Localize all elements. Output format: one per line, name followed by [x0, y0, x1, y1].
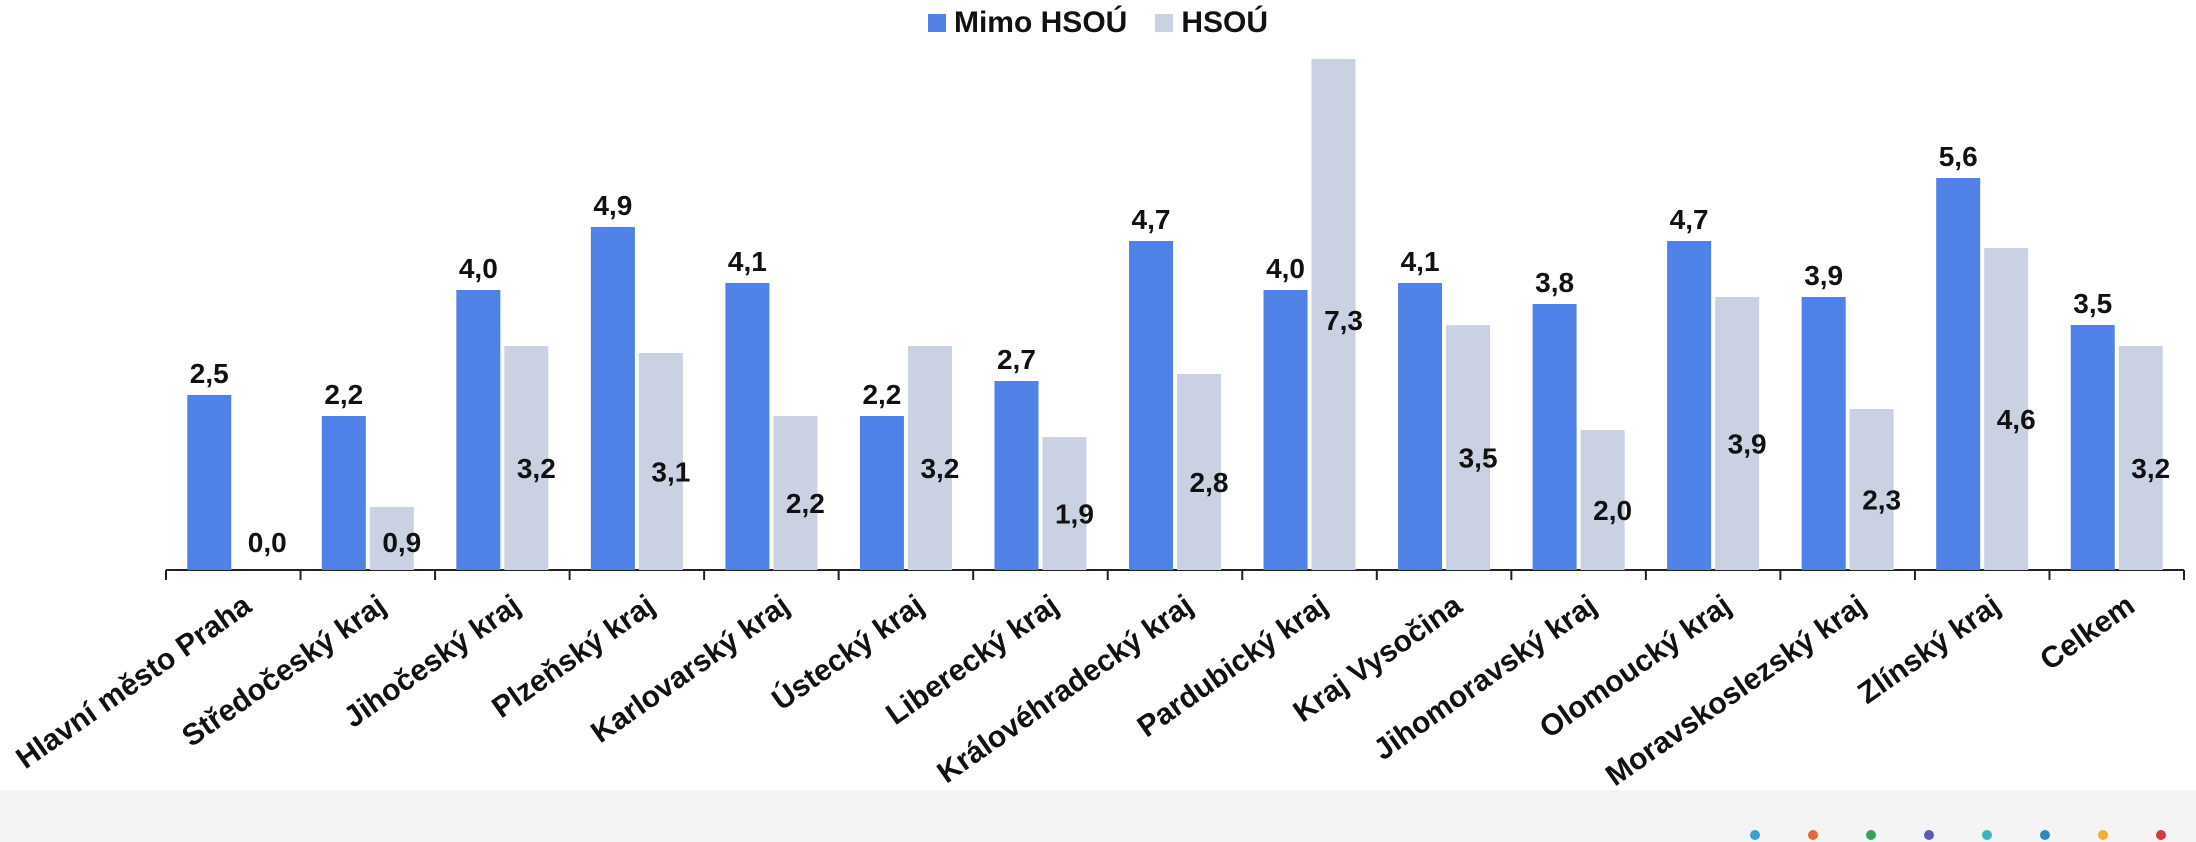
data-label-mimo-hsou: 3,9 [1804, 260, 1843, 291]
bar-hsou [1446, 325, 1491, 570]
data-label-mimo-hsou: 4,0 [1266, 253, 1305, 284]
data-label-mimo-hsou: 4,7 [1132, 204, 1171, 235]
bar-hsou [2118, 346, 2163, 570]
bar-hsou [1984, 248, 2029, 570]
bar-mimo-hsou [994, 381, 1039, 570]
legend-swatch-mimo-hsou [927, 14, 946, 32]
bar-mimo-hsou [1129, 241, 1173, 570]
legend-swatch-hsou [1155, 14, 1174, 32]
category-label: Hlavní město Praha [10, 589, 257, 776]
bar-mimo-hsou [725, 283, 770, 570]
bar-mimo-hsou [321, 416, 366, 570]
bar-mimo-hsou [1936, 178, 1981, 570]
decor-dot [1808, 830, 1818, 840]
data-label-hsou: 0,0 [248, 527, 287, 558]
decor-dot [2098, 830, 2108, 840]
legend-label-hsou: HSOÚ [1181, 6, 1269, 39]
data-label-hsou: 7,3 [1324, 305, 1363, 336]
bar-hsou [1177, 374, 1221, 570]
decor-dot [1982, 830, 1992, 840]
data-label-hsou: 0,9 [382, 527, 421, 558]
data-label-mimo-hsou: 4,1 [728, 246, 767, 277]
bar-mimo-hsou [187, 395, 232, 570]
data-label-hsou: 3,9 [1728, 429, 1767, 460]
data-label-mimo-hsou: 4,1 [1401, 246, 1440, 277]
bar-hsou [1042, 437, 1087, 570]
data-label-hsou: 3,2 [2131, 453, 2170, 484]
data-label-mimo-hsou: 3,8 [1535, 267, 1574, 298]
bar-hsou [369, 507, 414, 570]
data-label-hsou: 3,5 [1459, 443, 1498, 474]
data-label-mimo-hsou: 2,5 [190, 358, 229, 389]
decorative-dots [1750, 830, 2166, 840]
bar-hsou [773, 416, 818, 570]
decor-dot [2156, 830, 2166, 840]
data-label-mimo-hsou: 4,7 [1670, 204, 1709, 235]
category-label: Jihomoravský kraj [1368, 589, 1603, 767]
bar-hsou [638, 353, 683, 570]
data-label-hsou: 4,6 [1997, 404, 2036, 435]
bar-mimo-hsou [2070, 325, 2115, 570]
bar-hsou [1715, 297, 1760, 570]
chart-legend: Mimo HSOÚ HSOÚ [0, 6, 2196, 40]
legend-item-mimo-hsou: Mimo HSOÚ [927, 6, 1128, 40]
decor-dot [1924, 830, 1934, 840]
data-label-mimo-hsou: 2,2 [324, 379, 363, 410]
decor-dot [1866, 830, 1876, 840]
data-label-mimo-hsou: 5,6 [1939, 141, 1978, 172]
bar-hsou [1311, 59, 1356, 570]
bar-hsou [907, 346, 952, 570]
bar-hsou [504, 346, 549, 570]
category-label: Královéhradecký kraj [931, 589, 1199, 790]
data-label-hsou: 2,3 [1862, 485, 1901, 516]
legend-item-hsou: HSOÚ [1155, 6, 1268, 40]
category-label: Moravskoslezský kraj [1600, 589, 1872, 793]
bar-mimo-hsou [1801, 297, 1846, 570]
data-label-hsou: 2,2 [786, 488, 825, 519]
data-label-mimo-hsou: 4,9 [593, 190, 632, 221]
data-label-mimo-hsou: 3,5 [2073, 288, 2112, 319]
data-label-hsou: 2,8 [1190, 467, 1229, 498]
data-label-hsou: 2,0 [1593, 495, 1632, 526]
category-label: Celkem [2034, 589, 2140, 677]
decor-dot [2040, 830, 2050, 840]
bar-mimo-hsou [456, 290, 501, 570]
data-label-mimo-hsou: 2,7 [997, 344, 1036, 375]
data-label-hsou: 1,9 [1055, 499, 1094, 530]
data-label-mimo-hsou: 4,0 [459, 253, 498, 284]
data-label-mimo-hsou: 2,2 [862, 379, 901, 410]
footer-band [0, 790, 2196, 842]
bar-mimo-hsou [1398, 283, 1443, 570]
bar-mimo-hsou [1532, 304, 1577, 570]
bar-mimo-hsou [1263, 290, 1308, 570]
data-label-hsou: 3,2 [517, 453, 556, 484]
category-label: Zlínský kraj [1852, 589, 2006, 711]
bar-mimo-hsou [859, 416, 904, 570]
bar-hsou [1580, 430, 1625, 570]
data-label-hsou: 3,2 [920, 453, 959, 484]
bar-mimo-hsou [590, 227, 635, 570]
legend-label-mimo-hsou: Mimo HSOÚ [953, 6, 1128, 39]
bar-hsou [1849, 409, 1894, 570]
decor-dot [1750, 830, 1760, 840]
bar-mimo-hsou [1667, 241, 1712, 570]
data-label-hsou: 3,1 [651, 457, 690, 488]
